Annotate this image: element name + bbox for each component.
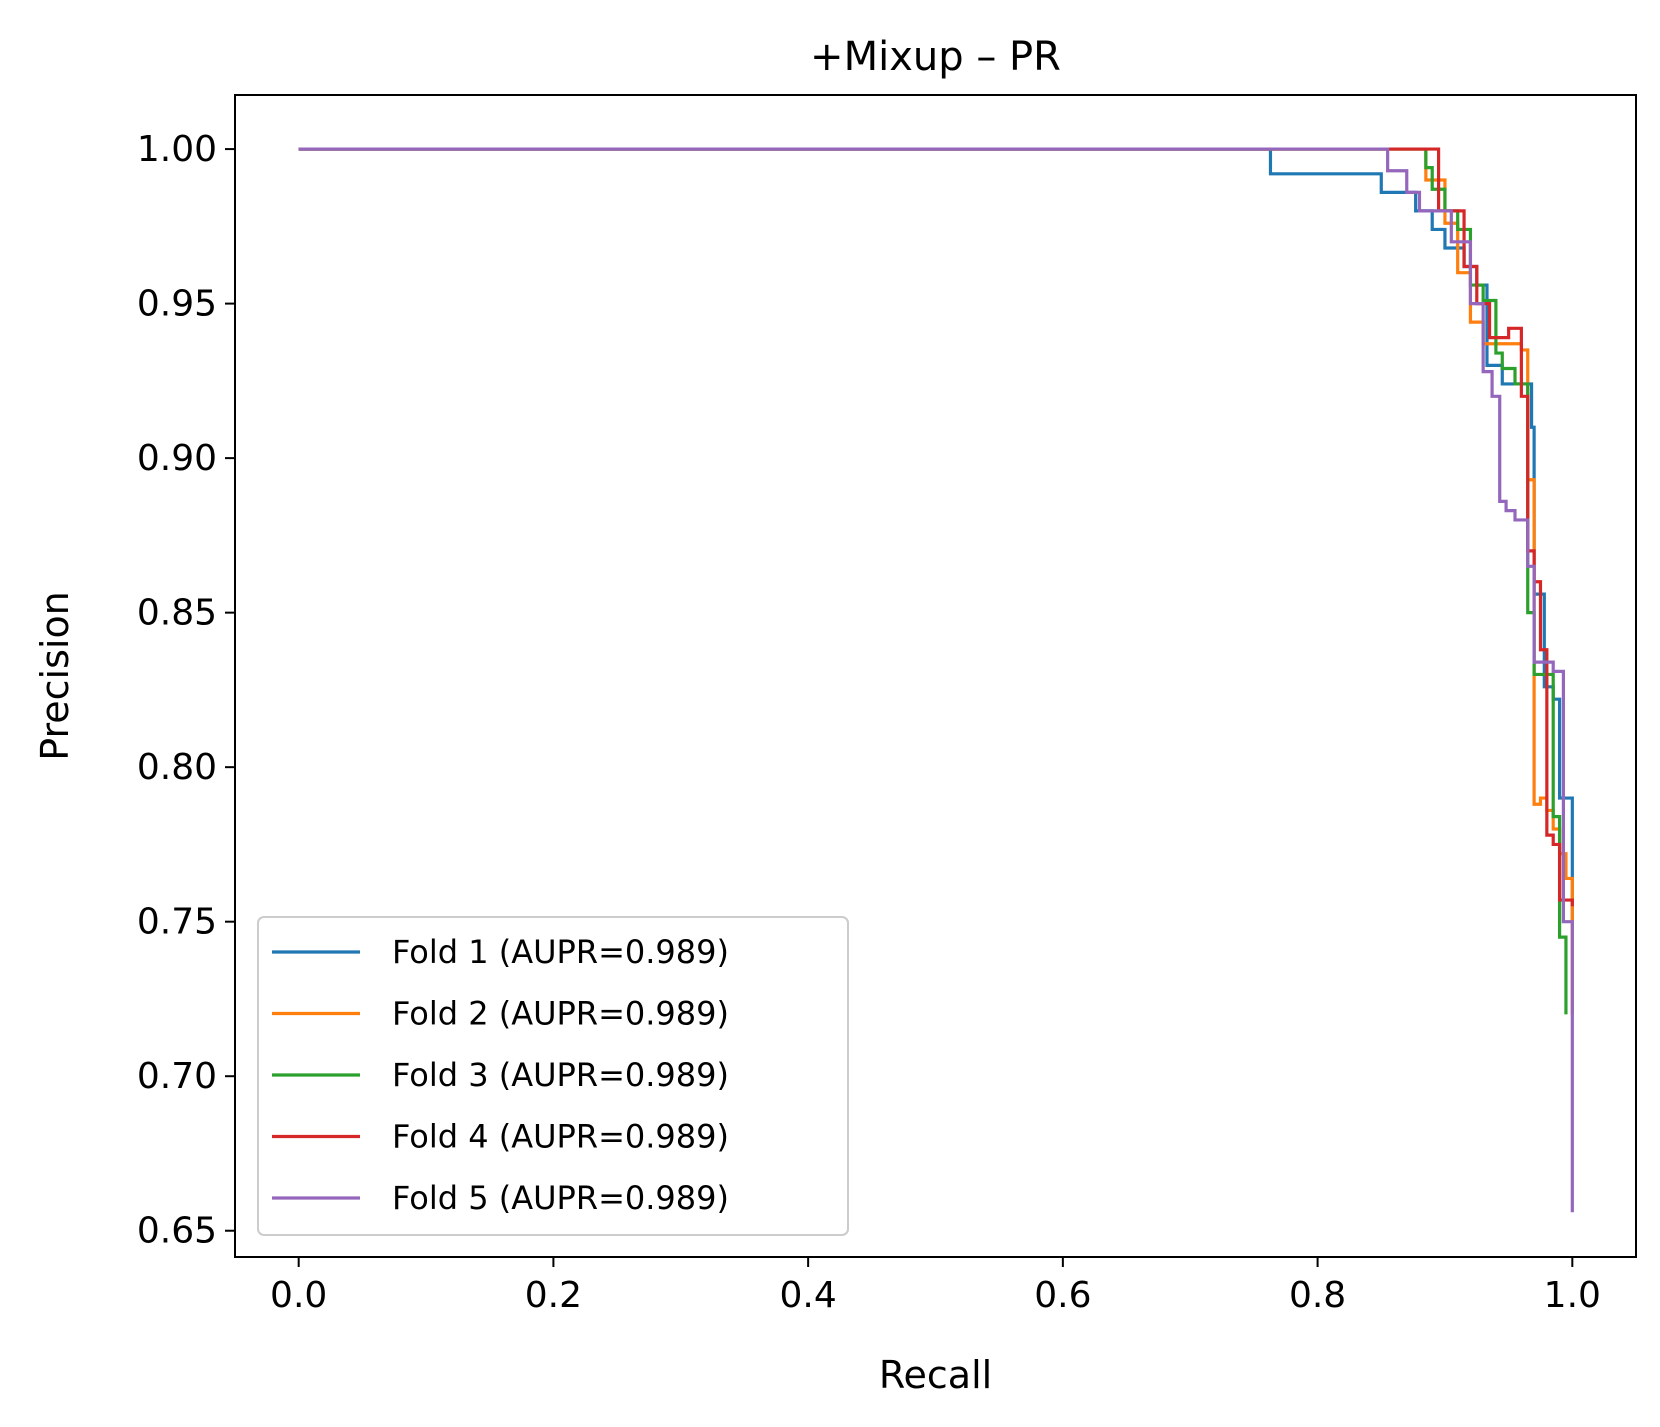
x-tick-label: 0.4 <box>780 1275 837 1316</box>
y-tick-label: 0.85 <box>137 593 217 634</box>
legend-label-fold-4: Fold 4 (AUPR=0.989) <box>392 1118 729 1156</box>
series-line-fold-4 <box>298 147 1574 907</box>
series-layer <box>298 147 1574 1213</box>
y-tick-label: 1.00 <box>137 129 217 170</box>
x-tick-label: 1.0 <box>1544 1275 1601 1316</box>
legend-label-fold-2: Fold 2 (AUPR=0.989) <box>392 995 729 1033</box>
x-tick-label: 0.6 <box>1034 1275 1091 1316</box>
y-tick-label: 0.80 <box>137 747 217 788</box>
y-tick-label: 0.70 <box>137 1056 217 1097</box>
chart-title: +Mixup – PR <box>810 34 1061 80</box>
y-tick-label: 0.95 <box>137 284 217 325</box>
legend-label-fold-3: Fold 3 (AUPR=0.989) <box>392 1056 729 1094</box>
x-axis-label: Recall <box>879 1353 992 1397</box>
legend-label-fold-5: Fold 5 (AUPR=0.989) <box>392 1179 729 1217</box>
x-ticks: 0.0 0.2 0.4 0.6 0.8 1.0 <box>270 1257 1601 1316</box>
y-tick-label: 0.75 <box>137 902 217 943</box>
x-tick-label: 0.0 <box>270 1275 327 1316</box>
series-line-fold-3 <box>298 147 1568 1015</box>
plot-area-frame <box>234 94 1637 1258</box>
y-ticks: 0.65 0.70 0.75 0.80 0.85 0.90 0.95 1.00 <box>137 129 235 1252</box>
series-line-fold-5 <box>298 147 1574 1213</box>
legend: Fold 1 (AUPR=0.989) Fold 2 (AUPR=0.989) Fo… <box>257 916 849 1236</box>
y-tick-label: 0.90 <box>137 438 217 479</box>
y-tick-label: 0.65 <box>137 1211 217 1252</box>
x-tick-label: 0.8 <box>1289 1275 1346 1316</box>
legend-box <box>257 916 849 1236</box>
legend-entries: Fold 1 (AUPR=0.989) Fold 2 (AUPR=0.989) Fo… <box>272 933 729 1217</box>
x-tick-label: 0.2 <box>525 1275 582 1316</box>
y-axis-label: Precision <box>33 591 77 761</box>
legend-label-fold-1: Fold 1 (AUPR=0.989) <box>392 933 729 971</box>
